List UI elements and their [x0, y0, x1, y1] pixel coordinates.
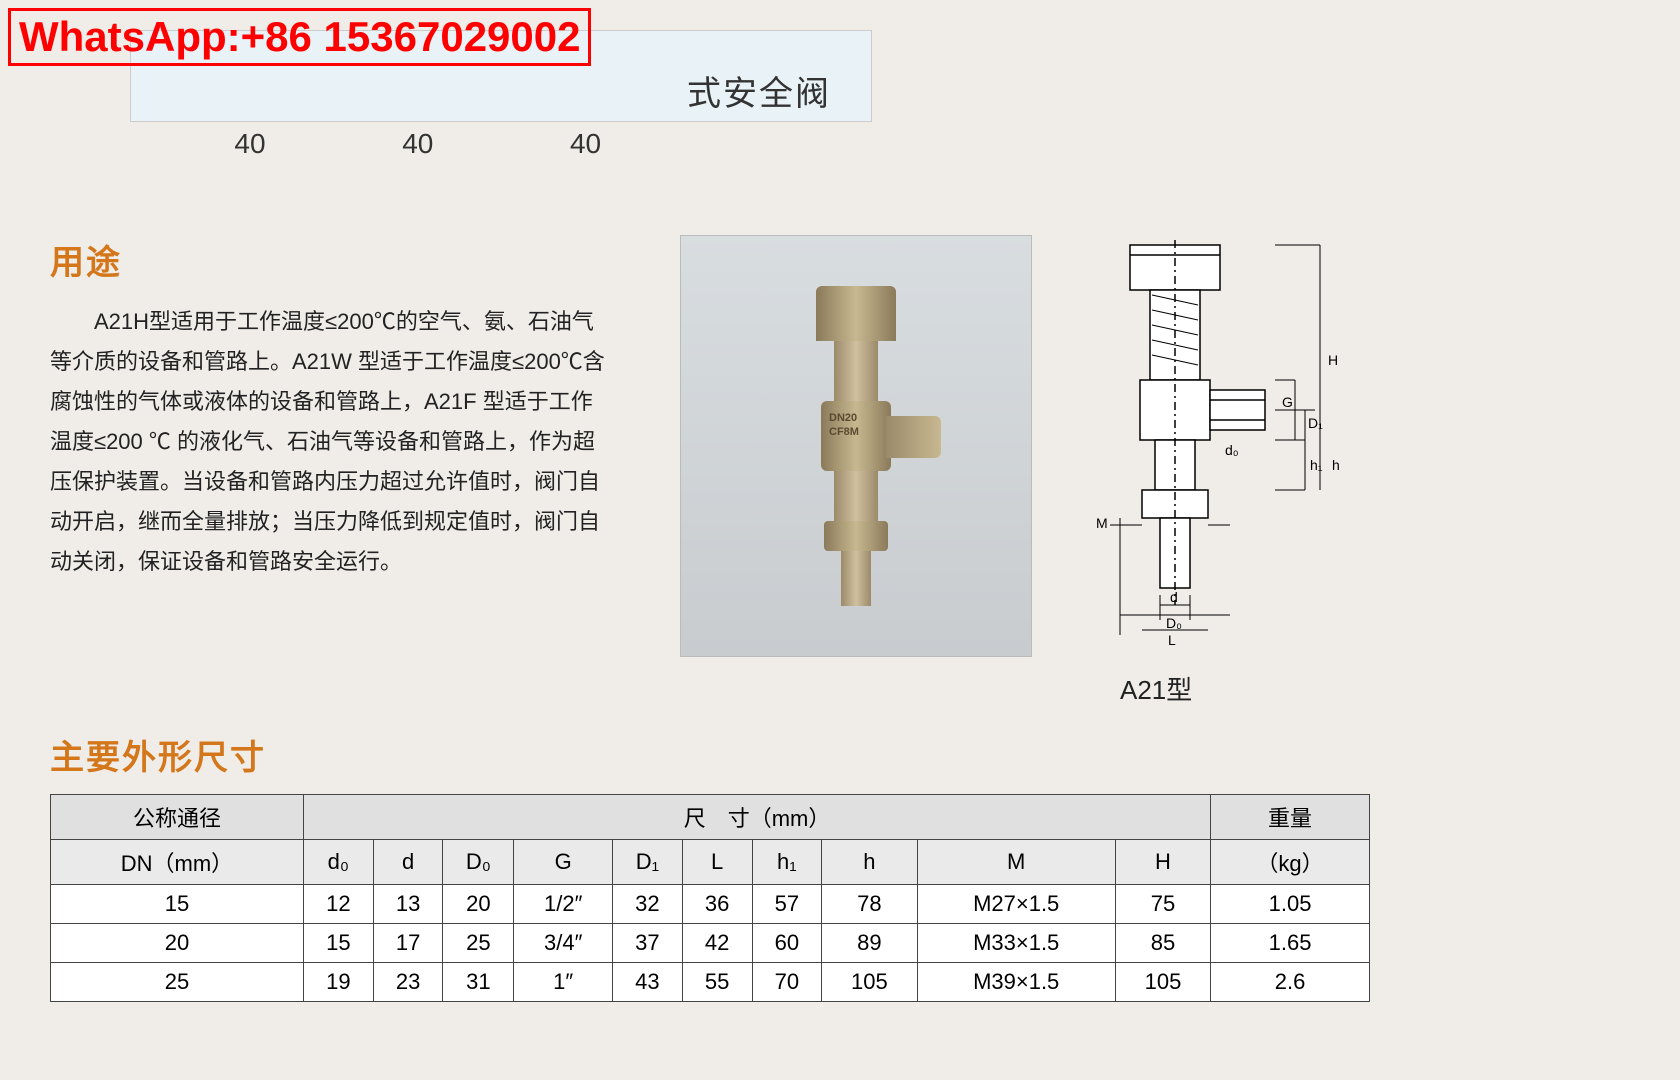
- table-cell: 19: [303, 963, 373, 1002]
- table-cell: 25: [51, 963, 304, 1002]
- table-cell: 43: [613, 963, 683, 1002]
- table-cell: 1.65: [1211, 924, 1370, 963]
- table-row: 151213201/2″32365778M27×1.5751.05: [51, 885, 1370, 924]
- table-cell: 42: [682, 924, 752, 963]
- top-num-2: 40: [338, 128, 498, 160]
- dimensions-table: 公称通径 尺 寸（mm） 重量 DN（mm） d₀ d D₀ G D₁ L h₁…: [50, 794, 1370, 1002]
- dim-G: G: [1282, 394, 1293, 410]
- dim-h: h: [1332, 457, 1340, 473]
- dim-d0: d₀: [1225, 442, 1239, 458]
- dim-D1: D₁: [1308, 415, 1323, 431]
- table-cell: 15: [51, 885, 304, 924]
- top-num-1: 40: [170, 128, 330, 160]
- th-c2: D₀: [443, 840, 514, 885]
- dim-heading: 主要外形尺寸: [50, 730, 1370, 779]
- table-cell: 60: [752, 924, 822, 963]
- usage-heading: 用途: [50, 235, 610, 284]
- table-row: 201517253/4″37426089M33×1.5851.65: [51, 924, 1370, 963]
- dim-H: H: [1328, 352, 1338, 368]
- dim-M: M: [1096, 515, 1108, 531]
- usage-body: A21H型适用于工作温度≤200℃的空气、氨、石油气等介质的设备和管路上。A21…: [50, 302, 610, 582]
- model-label: A21型: [1120, 670, 1192, 707]
- table-cell: 1″: [514, 963, 613, 1002]
- table-cell: M39×1.5: [917, 963, 1115, 1002]
- th-dn-top: 公称通径: [51, 795, 304, 840]
- table-cell: 89: [822, 924, 917, 963]
- th-dn-bot: DN（mm）: [51, 840, 304, 885]
- valve-illustration: DN20 CF8M: [796, 286, 916, 606]
- title-text: 式安全阀: [687, 66, 831, 115]
- th-weight-bot: （kg）: [1211, 840, 1370, 885]
- table-cell: 1.05: [1211, 885, 1370, 924]
- valve-mark-1: DN20: [829, 411, 859, 425]
- table-cell: M33×1.5: [917, 924, 1115, 963]
- th-group: 尺 寸（mm）: [303, 795, 1210, 840]
- usage-section: 用途 A21H型适用于工作温度≤200℃的空气、氨、石油气等介质的设备和管路上。…: [50, 235, 610, 582]
- valve-mark-2: CF8M: [829, 425, 859, 439]
- table-cell: 25: [443, 924, 514, 963]
- table-cell: 20: [443, 885, 514, 924]
- table-cell: 12: [303, 885, 373, 924]
- th-c7: h: [822, 840, 917, 885]
- table-cell: 105: [822, 963, 917, 1002]
- table-cell: 17: [373, 924, 443, 963]
- table-cell: 105: [1115, 963, 1210, 1002]
- table-cell: 37: [613, 924, 683, 963]
- table-cell: 75: [1115, 885, 1210, 924]
- table-cell: 36: [682, 885, 752, 924]
- dimensions-section: 主要外形尺寸 公称通径 尺 寸（mm） 重量 DN（mm） d₀ d D₀ G …: [50, 730, 1370, 1002]
- table-cell: 55: [682, 963, 752, 1002]
- table-cell: 20: [51, 924, 304, 963]
- watermark-overlay: WhatsApp:+86 15367029002: [8, 8, 591, 66]
- table-cell: 85: [1115, 924, 1210, 963]
- table-cell: 32: [613, 885, 683, 924]
- dim-D0: D₀: [1166, 615, 1182, 631]
- table-cell: 78: [822, 885, 917, 924]
- table-cell: 70: [752, 963, 822, 1002]
- technical-drawing: H G D₁ d₀ h₁ h M d D₀ L: [1060, 235, 1360, 655]
- table-cell: 15: [303, 924, 373, 963]
- top-number-row: 40 40 40: [170, 128, 666, 160]
- dim-h1: h₁: [1310, 457, 1323, 473]
- th-c5: L: [682, 840, 752, 885]
- table-cell: 13: [373, 885, 443, 924]
- table-cell: 2.6: [1211, 963, 1370, 1002]
- table-cell: M27×1.5: [917, 885, 1115, 924]
- th-c0: d₀: [303, 840, 373, 885]
- th-c6: h₁: [752, 840, 822, 885]
- dim-L: L: [1168, 632, 1176, 648]
- th-c4: D₁: [613, 840, 683, 885]
- table-cell: 1/2″: [514, 885, 613, 924]
- table-row: 251923311″435570105M39×1.51052.6: [51, 963, 1370, 1002]
- table-cell: 31: [443, 963, 514, 1002]
- table-cell: 57: [752, 885, 822, 924]
- top-num-3: 40: [506, 128, 666, 160]
- table-cell: 23: [373, 963, 443, 1002]
- product-photo: DN20 CF8M: [680, 235, 1032, 657]
- th-weight-top: 重量: [1211, 795, 1370, 840]
- th-c9: H: [1115, 840, 1210, 885]
- table-cell: 3/4″: [514, 924, 613, 963]
- th-c3: G: [514, 840, 613, 885]
- th-c8: M: [917, 840, 1115, 885]
- th-c1: d: [373, 840, 443, 885]
- dim-d: d: [1170, 589, 1178, 605]
